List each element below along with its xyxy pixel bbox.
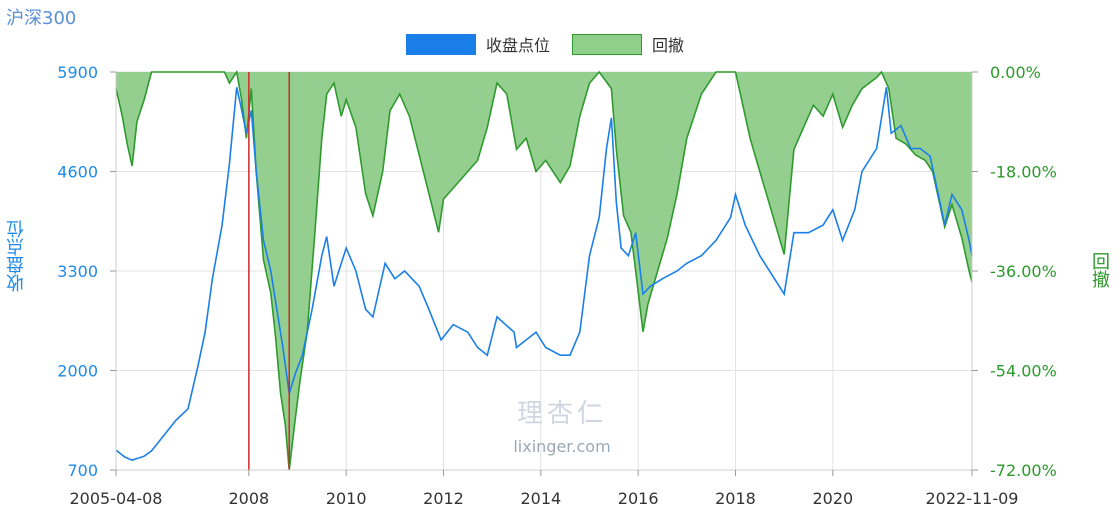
y-right-tick-label: -36.00% (990, 262, 1057, 281)
legend-label-drawdown: 回撤 (652, 36, 685, 55)
watermark-url: lixinger.com (513, 437, 610, 456)
legend-label-close: 收盘点位 (486, 36, 551, 55)
y-right-tick-label: -54.00% (990, 362, 1057, 381)
x-tick-label: 2018 (715, 489, 756, 508)
x-tick-label: 2010 (326, 489, 367, 508)
drawdown-area (116, 72, 972, 470)
legend-item-drawdown[interactable]: 回撤 (572, 32, 684, 56)
close-price-line (115, 87, 973, 461)
drawdown-line (115, 69, 973, 471)
y-left-tick-label: 700 (67, 461, 98, 480)
chart-title: 沪深300 (6, 8, 77, 29)
x-tick-label: 2022-11-09 (926, 489, 1019, 508)
y-right-tick-label: 0.00% (990, 63, 1041, 82)
legend-swatch-drawdown (572, 33, 643, 55)
x-tick-label: 2008 (228, 489, 269, 508)
x-tick-label: 2016 (618, 489, 659, 508)
x-tick-label: 2012 (423, 489, 464, 508)
y-left-tick-label: 2000 (57, 362, 98, 381)
watermark-logo: 理杏仁 (517, 399, 607, 429)
x-tick-label: 2005-04-08 (70, 489, 163, 508)
legend-item-close[interactable]: 收盘点位 (406, 32, 550, 56)
legend: 收盘点位 回撤 (406, 32, 706, 56)
y-left-tick-label: 4600 (57, 163, 98, 182)
x-tick-label: 2014 (520, 489, 561, 508)
y-left-tick-label: 5900 (57, 63, 98, 82)
y-right-tick-label: -18.00% (990, 163, 1057, 182)
x-tick-label: 2020 (812, 489, 853, 508)
y-left-tick-label: 3300 (57, 262, 98, 281)
legend-swatch-close (406, 33, 476, 55)
y-axis-right-label: 回撤 (1089, 252, 1110, 288)
y-right-tick-label: -72.00% (990, 461, 1057, 480)
